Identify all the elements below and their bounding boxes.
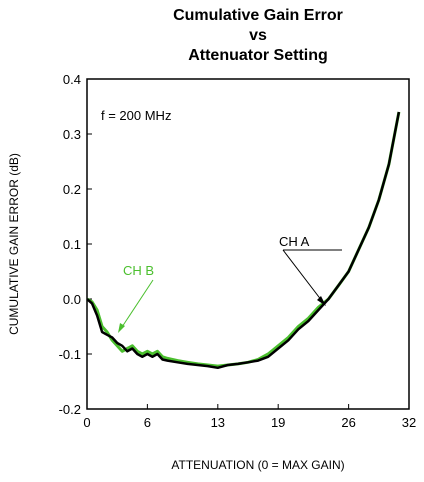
y-tick-label: 0.1 (63, 237, 81, 252)
series-line-ch-a (86, 111, 401, 370)
x-tick-label: 0 (83, 415, 90, 430)
x-tick-label: 26 (341, 415, 355, 430)
ch-a-label: CH A (279, 234, 310, 249)
ch-b-label: CH B (123, 263, 154, 278)
series-group (86, 111, 401, 370)
ch-b-arrowhead (118, 323, 125, 333)
x-tick-label: 6 (144, 415, 151, 430)
x-tick-label: 19 (271, 415, 285, 430)
series-line-ch-b (86, 111, 401, 368)
y-tick-label: 0.4 (63, 72, 81, 87)
x-axis-label: ATTENUATION (0 = MAX GAIN) (171, 458, 344, 472)
y-tick-label: -0.1 (59, 347, 81, 362)
y-ticks: -0.2 -0.1 0.0 0.1 0.2 0.3 0.4 (59, 72, 92, 417)
y-tick-label: -0.2 (59, 402, 81, 417)
chart-title-line-2: vs (249, 27, 267, 44)
chart-title-line-3: Attenuator Setting (188, 47, 328, 64)
y-tick-label: 0.2 (63, 182, 81, 197)
y-tick-label: 0.0 (63, 292, 81, 307)
freq-annotation: f = 200 MHz (101, 108, 171, 123)
y-axis-label: CUMULATIVE GAIN ERROR (dB) (7, 153, 21, 335)
x-tick-label: 32 (402, 415, 416, 430)
x-tick-label: 13 (211, 415, 225, 430)
ch-a-arrow-line (282, 249, 323, 302)
ch-b-arrow-line (121, 279, 154, 328)
x-ticks: 0 6 13 19 26 32 (83, 404, 416, 430)
chart-title-line-1: Cumulative Gain Error (173, 7, 343, 24)
y-tick-label: 0.3 (63, 127, 81, 142)
ch-a-arrowhead (317, 296, 326, 306)
